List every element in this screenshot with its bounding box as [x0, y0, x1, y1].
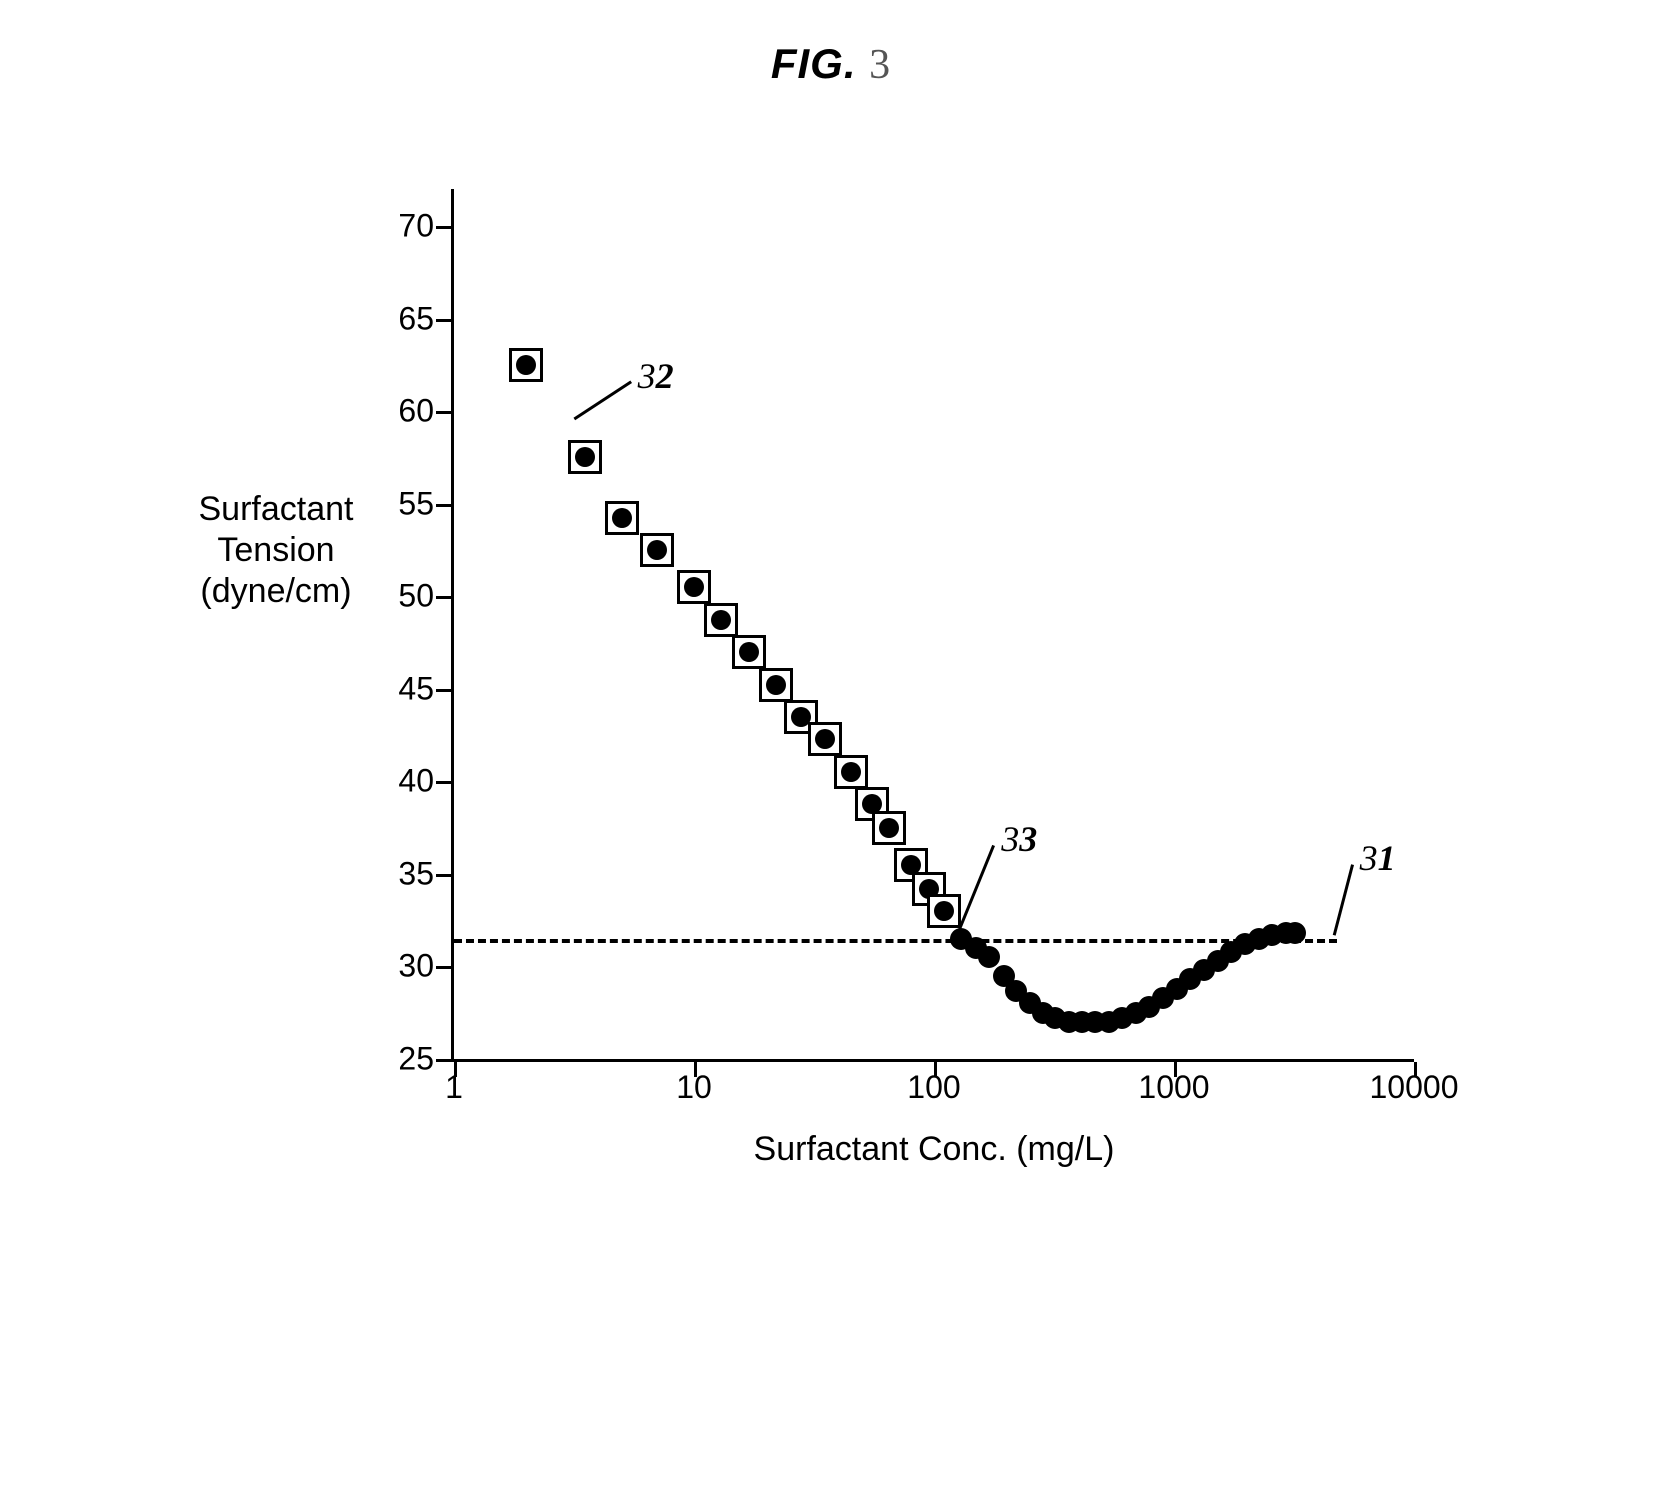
y-tick-label: 40 — [374, 763, 434, 800]
square-series-marker — [732, 635, 766, 669]
annotation-leader — [959, 845, 996, 929]
x-tick-label: 1 — [445, 1069, 463, 1106]
y-tick-label: 65 — [374, 300, 434, 337]
x-axis-label: Surfactant Conc. (mg/L) — [754, 1130, 1115, 1169]
y-tick — [436, 319, 451, 322]
y-tick — [436, 874, 451, 877]
y-tick — [436, 966, 451, 969]
y-tick-label: 55 — [374, 485, 434, 522]
y-tick-label: 70 — [374, 208, 434, 245]
y-tick-label: 25 — [374, 1041, 434, 1078]
square-series-marker — [759, 668, 793, 702]
y-tick-label: 30 — [374, 948, 434, 985]
chart-container: Surfactant Tension (dyne/cm) Surfactant … — [181, 149, 1481, 1249]
square-series-marker — [927, 894, 961, 928]
y-tick — [436, 411, 451, 414]
figure-title-prefix: FIG. — [771, 40, 857, 87]
y-axis-label: Surfactant Tension (dyne/cm) — [181, 489, 371, 611]
figure-title-number: 3 — [869, 42, 891, 88]
y-tick — [436, 781, 451, 784]
x-tick-label: 1000 — [1138, 1069, 1209, 1106]
annotation-leader — [1332, 864, 1353, 935]
x-tick-label: 100 — [907, 1069, 960, 1106]
annotation-33: 33 — [1001, 818, 1037, 860]
y-tick-label: 35 — [374, 855, 434, 892]
y-tick — [436, 504, 451, 507]
y-tick-label: 45 — [374, 670, 434, 707]
square-series-marker — [677, 570, 711, 604]
annotation-32: 32 — [638, 355, 674, 397]
square-series-marker — [872, 811, 906, 845]
square-series-marker — [568, 440, 602, 474]
square-series-marker — [704, 603, 738, 637]
square-series-marker — [605, 501, 639, 535]
circle-series-marker — [978, 946, 1000, 968]
figure-title: FIG. 3 — [40, 40, 1622, 89]
y-tick — [436, 1059, 451, 1062]
y-tick — [436, 226, 451, 229]
circle-series-marker — [1284, 922, 1306, 944]
y-tick-label: 60 — [374, 393, 434, 430]
x-tick-label: 10 — [676, 1069, 712, 1106]
reference-line — [454, 939, 1337, 943]
y-tick-label: 50 — [374, 578, 434, 615]
square-series-marker — [640, 533, 674, 567]
annotation-31: 31 — [1360, 837, 1396, 879]
annotation-leader — [574, 381, 632, 421]
y-tick — [436, 596, 451, 599]
square-series-marker — [509, 348, 543, 382]
plot-area: Surfactant Conc. (mg/L) 2530354045505560… — [451, 189, 1414, 1062]
square-series-marker — [834, 755, 868, 789]
x-tick-label: 10000 — [1370, 1069, 1459, 1106]
square-series-marker — [808, 722, 842, 756]
y-tick — [436, 689, 451, 692]
